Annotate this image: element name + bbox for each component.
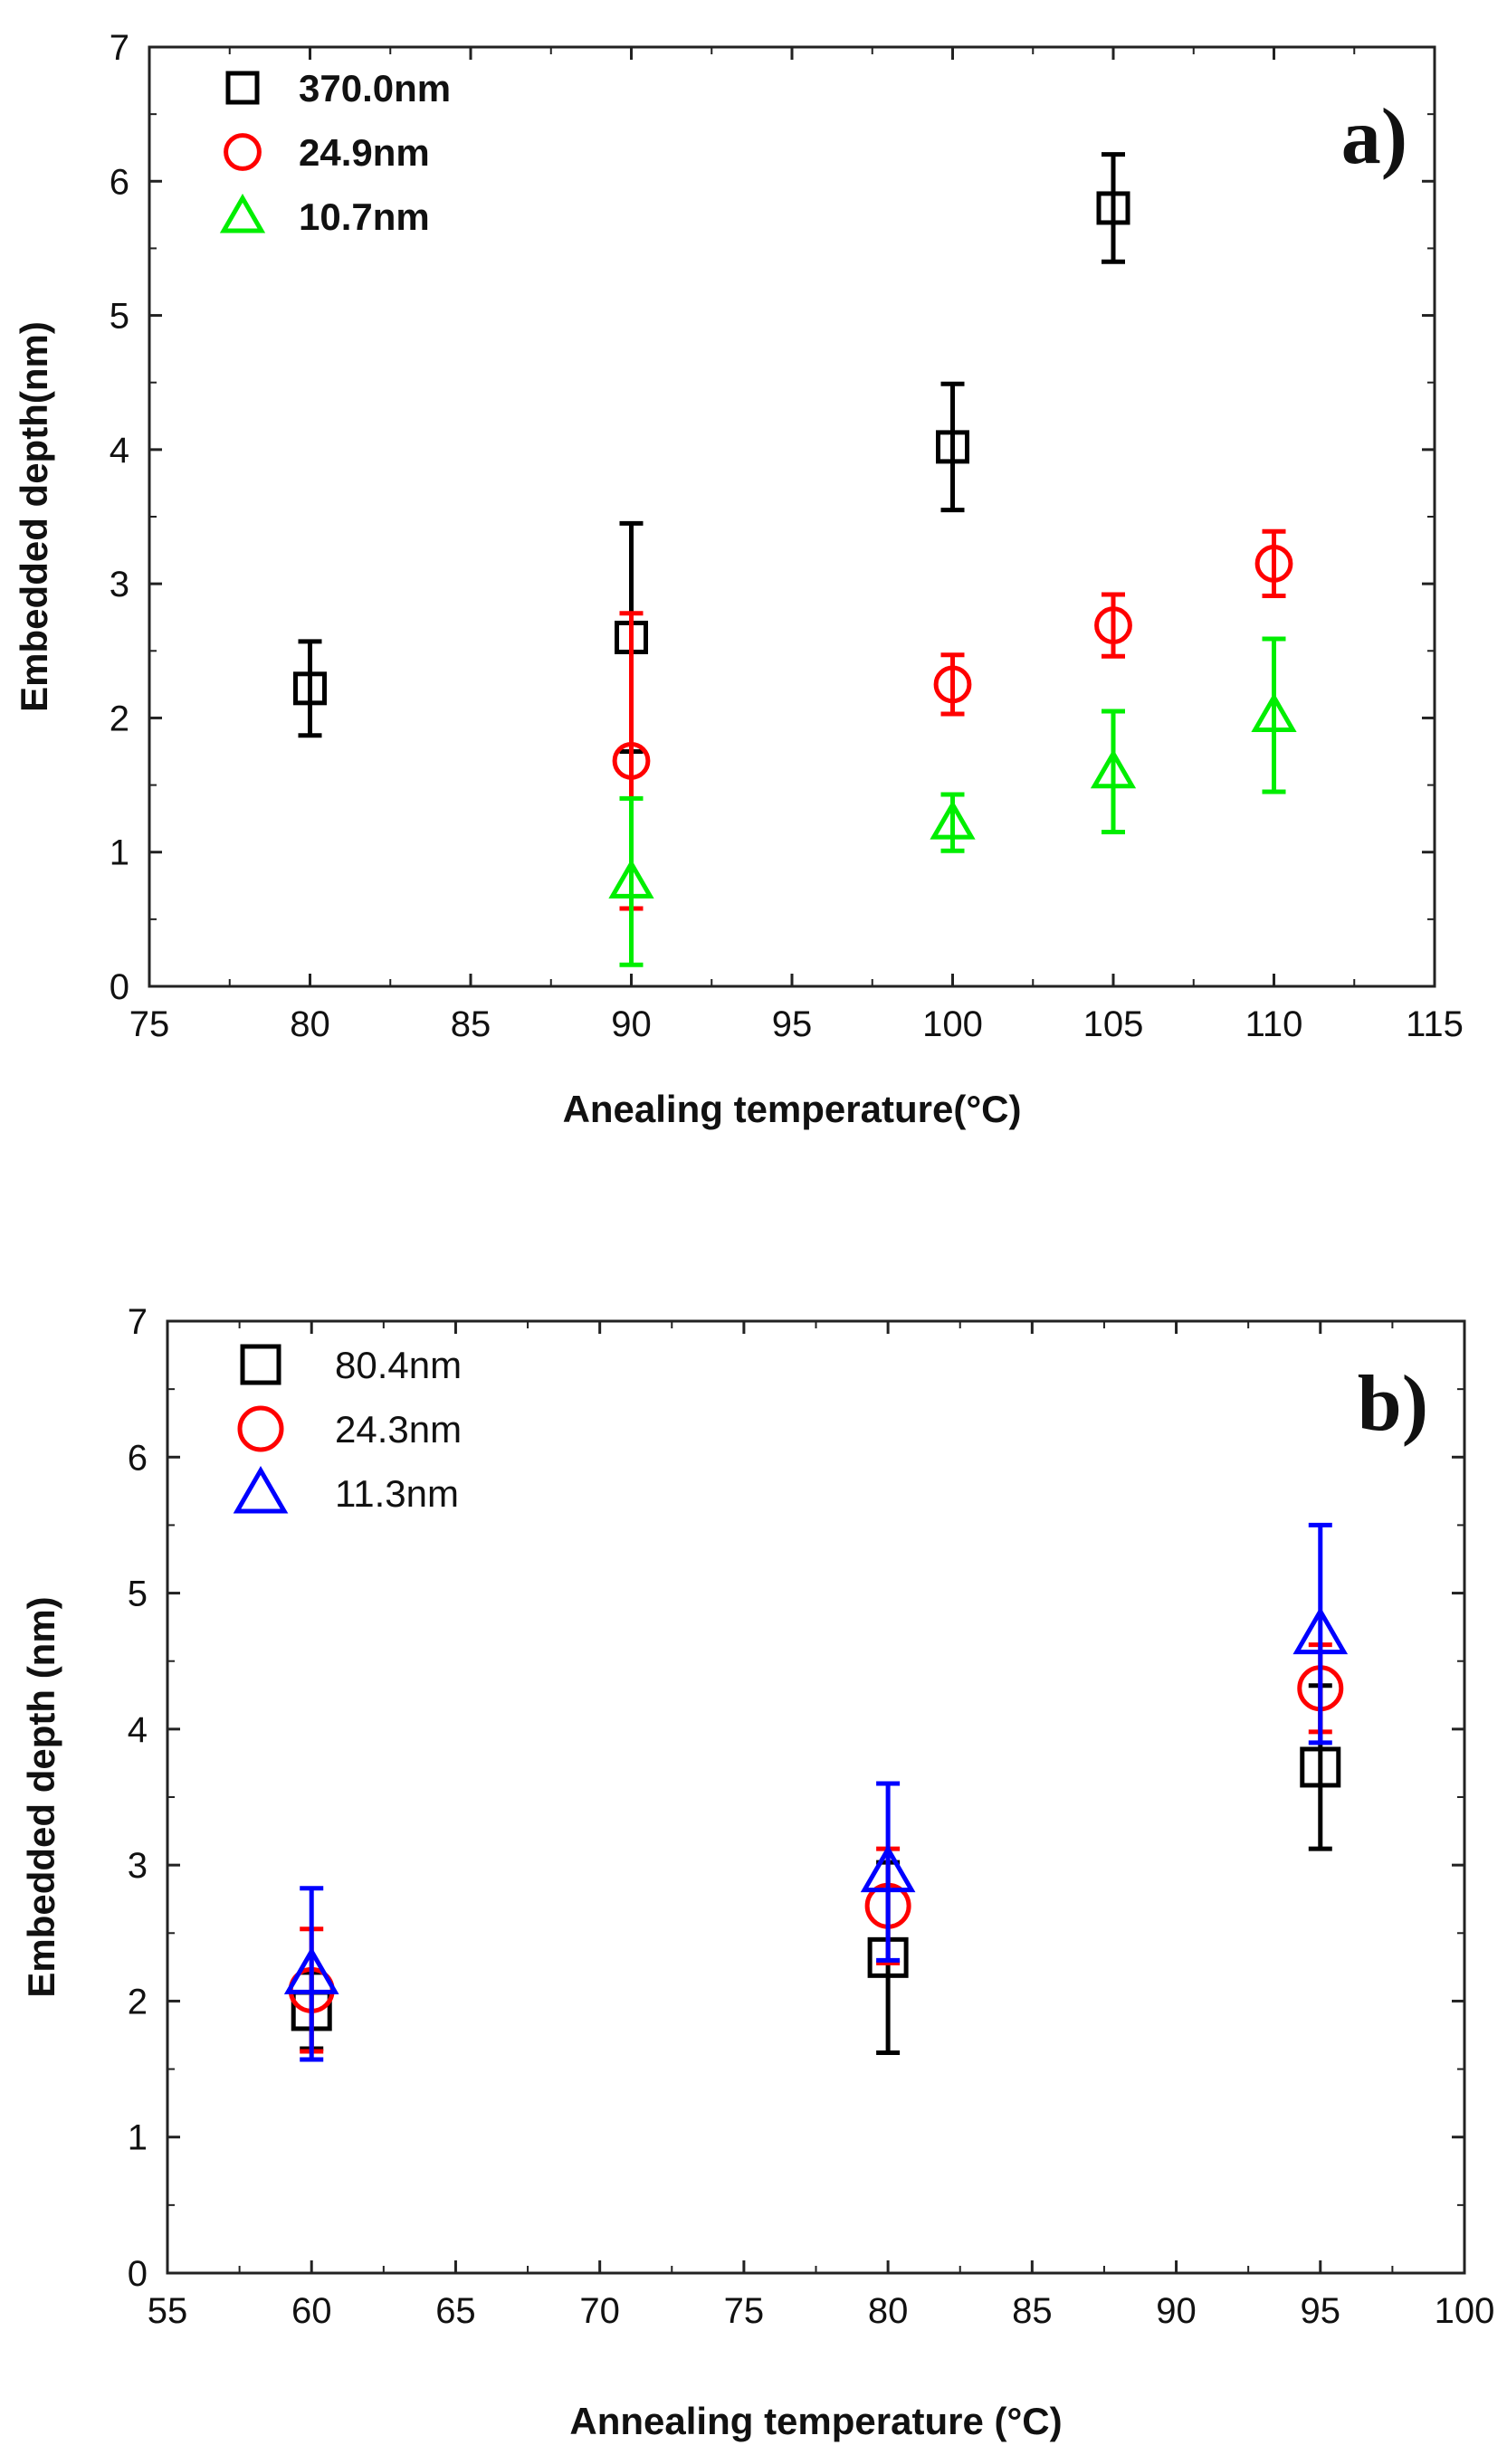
plot-frame [166,1319,1466,2275]
data-point [612,741,651,780]
data-point [1096,191,1130,225]
plot-frame [148,45,1436,988]
data-point [1090,748,1137,789]
data-point [608,859,654,899]
data-point [936,430,969,464]
y-tick-label: 6 [128,1438,148,1478]
data-point [283,1946,339,1994]
chart-panel-a: 75 80 85 90 95 100 105 110 115 0 1 2 3 4 5 6 7 Anealing t… [13,28,1464,1130]
y-tick-label: 4 [128,1710,148,1750]
legend-marker [237,1405,284,1452]
y-tick-label: 0 [128,2254,148,2294]
panel-label: a) [1341,93,1407,181]
x-tick-label: 55 [148,2291,188,2331]
y-tick-label: 3 [110,565,129,604]
x-tick-label: 95 [1301,2291,1341,2331]
y-tick-label: 6 [110,162,129,202]
data-point [1292,1606,1349,1655]
data-point [1300,1746,1341,1788]
series-80.4nm [291,1683,1341,2056]
legend-marker [233,1466,289,1514]
data-point [860,1844,916,1893]
x-tick-label: 100 [1435,2291,1495,2331]
x-tick-label: 90 [611,1004,652,1044]
y-tick-label: 4 [110,431,129,471]
x-tick-label: 80 [290,1004,330,1044]
y-tick-label: 2 [128,1982,148,2022]
x-tick-label: 75 [129,1004,170,1044]
legend-label: 11.3nm [335,1472,459,1515]
x-tick-label: 65 [435,2291,476,2331]
x-tick-label: 85 [451,1004,491,1044]
legend-label: 10.7nm [299,195,430,238]
data-point [1251,692,1297,732]
data-point [930,800,976,840]
series-11.3nm [283,1522,1349,2062]
legend-label: 80.4nm [335,1344,462,1386]
y-tick-label: 7 [110,28,129,68]
series-10.7nm [608,636,1297,967]
data-point [1094,606,1132,645]
x-axis-title: Annealing temperature (°C) [569,2400,1062,2442]
series-24.3nm [288,1642,1344,2054]
legend-label: 24.3nm [335,1408,462,1451]
series-370.0nm [293,152,1130,754]
x-axis-title: Anealing temperature(°C) [563,1088,1022,1130]
x-tick-label: 90 [1156,2291,1197,2331]
legend-marker [219,194,266,233]
y-axis-title: Embedded depth(nm) [13,321,55,712]
data-point [933,665,972,704]
y-tick-label: 5 [110,297,129,337]
x-tick-label: 115 [1406,1004,1464,1044]
legend-marker [240,1344,281,1385]
legend-marker [224,133,262,171]
x-tick-label: 75 [724,2291,765,2331]
data-point [293,671,327,706]
y-tick-label: 5 [128,1574,148,1614]
y-tick-label: 7 [128,1302,148,1342]
x-tick-label: 60 [291,2291,332,2331]
y-tick-label: 1 [128,2118,148,2158]
x-tick-label: 85 [1012,2291,1053,2331]
x-tick-label: 100 [922,1004,983,1044]
x-tick-label: 110 [1245,1004,1303,1044]
y-tick-label: 2 [110,699,129,738]
y-tick-label: 3 [128,1846,148,1886]
y-tick-label: 0 [110,967,129,1007]
legend-label: 370.0nm [299,67,451,109]
x-tick-label: 105 [1083,1004,1144,1044]
x-tick-label: 95 [772,1004,813,1044]
data-point [1254,545,1293,583]
chart-panel-b: 55 60 65 70 75 80 85 90 95 100 0 1 2 3 4 5 6 7 Annealing t… [20,1302,1494,2442]
x-tick-label: 80 [868,2291,909,2331]
panel-label: b) [1358,1360,1428,1448]
y-axis-title: Embedded depth (nm) [20,1596,62,1997]
legend-marker [225,71,260,105]
x-tick-label: 70 [579,2291,620,2331]
legend-label: 24.9nm [299,131,430,174]
y-tick-label: 1 [110,833,129,873]
